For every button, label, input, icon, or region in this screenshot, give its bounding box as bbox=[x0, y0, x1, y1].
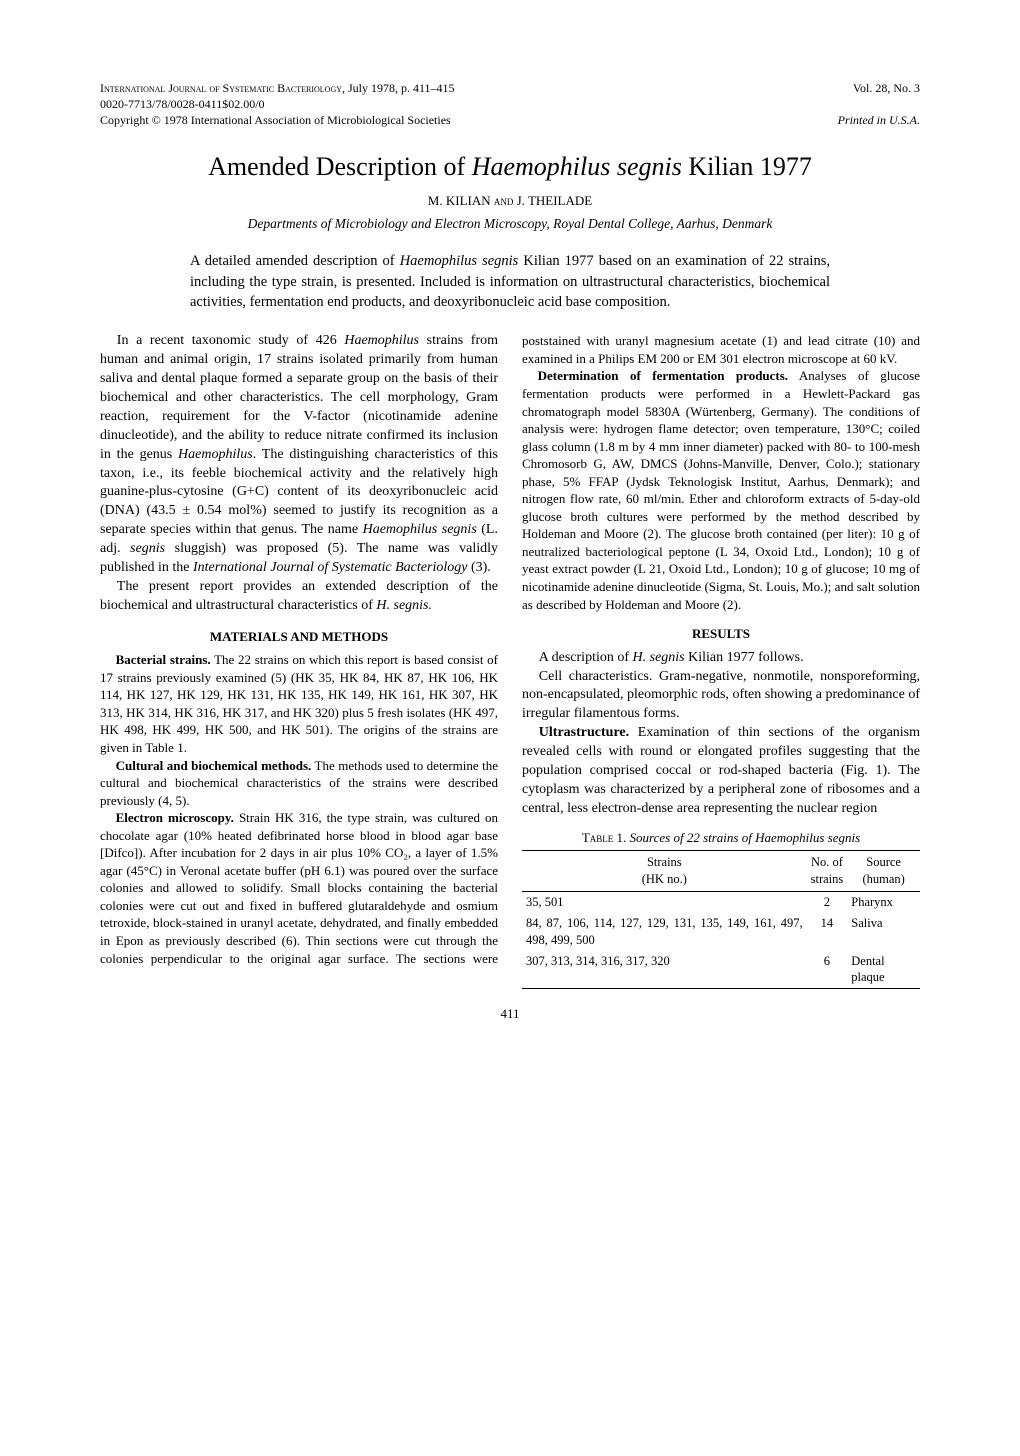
page-number: 411 bbox=[100, 1005, 920, 1023]
journal-header: International Journal of Systematic Bact… bbox=[100, 80, 920, 129]
methods-fermentation: Determination of fermentation products. … bbox=[522, 367, 920, 613]
authors: M. KILIAN and J. THEILADE bbox=[100, 192, 920, 210]
journal-name: International Journal of Systematic Bact… bbox=[100, 80, 455, 96]
table-row: 35, 501 2 Pharynx bbox=[522, 891, 920, 912]
methods-strains: Bacterial strains. The 22 strains on whi… bbox=[100, 651, 498, 756]
article-title: Amended Description of Haemophilus segni… bbox=[100, 149, 920, 184]
results-ultrastructure: Ultrastructure. Examination of thin sect… bbox=[522, 724, 920, 818]
table-col-source: Source(human) bbox=[847, 851, 920, 892]
printed-in: Printed in U.S.A. bbox=[838, 112, 920, 128]
table-col-strains: Strains(HK no.) bbox=[522, 851, 807, 892]
table-row: 307, 313, 314, 316, 317, 320 6 Dental pl… bbox=[522, 951, 920, 989]
table-1: Strains(HK no.) No. ofstrains Source(hum… bbox=[522, 850, 920, 989]
methods-heading: MATERIALS AND METHODS bbox=[100, 628, 498, 646]
table-1-caption: Table 1. Sources of 22 strains of Haemop… bbox=[522, 829, 920, 847]
methods-cultural: Cultural and biochemical methods. The me… bbox=[100, 757, 498, 810]
table-1-block: Table 1. Sources of 22 strains of Haemop… bbox=[522, 829, 920, 990]
intro-paragraph-1: In a recent taxonomic study of 426 Haemo… bbox=[100, 332, 498, 578]
copyright-line: Copyright © 1978 International Associati… bbox=[100, 112, 451, 128]
results-heading: RESULTS bbox=[522, 625, 920, 643]
issn-line: 0020-7713/78/0028-0411$02.00/0 bbox=[100, 96, 265, 112]
affiliation: Departments of Microbiology and Electron… bbox=[100, 215, 920, 233]
table-row: 84, 87, 106, 114, 127, 129, 131, 135, 14… bbox=[522, 913, 920, 951]
table-col-count: No. ofstrains bbox=[807, 851, 848, 892]
volume-info: Vol. 28, No. 3 bbox=[853, 80, 920, 96]
results-cell: Cell characteristics. Gram-negative, non… bbox=[522, 668, 920, 725]
abstract: A detailed amended description of Haemop… bbox=[190, 251, 830, 312]
body-columns: In a recent taxonomic study of 426 Haemo… bbox=[100, 332, 920, 989]
results-intro: A description of H. segnis Kilian 1977 f… bbox=[522, 649, 920, 668]
intro-paragraph-2: The present report provides an extended … bbox=[100, 578, 498, 616]
